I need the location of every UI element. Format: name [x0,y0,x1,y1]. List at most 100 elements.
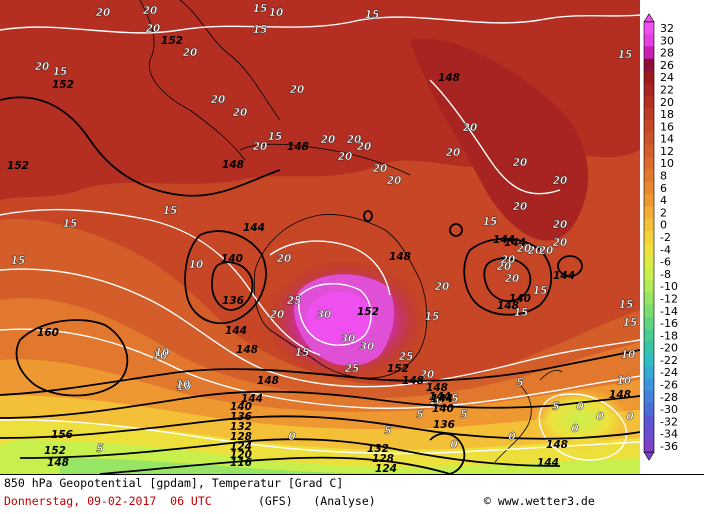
legend-arrow-down-icon [643,451,655,461]
geopotential-contour-label: 148 [426,382,448,394]
isotherm-contour-label: 15 [483,216,498,228]
isotherm-lines [0,14,640,461]
geopotential-contour-label: 136 [433,419,455,431]
isotherm-contour-label: 30 [360,341,375,353]
legend-swatch [644,120,654,134]
isotherm-contour-label: 5 [552,401,559,413]
legend-swatch [644,427,654,441]
legend-swatch [644,341,654,355]
legend-arrow-up-icon [643,13,655,23]
isotherm-contour-label: 20 [463,122,478,134]
isotherm-contour-label: 15 [365,9,380,21]
isotherm-contour-label: 0 [508,431,515,443]
isotherm-contour-label: 5 [384,425,391,437]
geopotential-contour-label: 136 [222,295,244,307]
legend-value: 22 [660,83,674,96]
legend-value: 24 [660,71,674,84]
isotherm-contour-label: 30 [341,333,356,345]
isotherm-contour-label: 5 [460,409,467,421]
isotherm-contour-label: 0 [576,401,583,413]
geopotential-contour-label: 152 [44,445,66,457]
geopotential-contour-label: 148 [609,389,631,401]
legend-swatch [644,218,654,232]
legend-swatch [644,304,654,318]
geopotential-contour-label: 148 [546,439,568,451]
geopotential-contour-label: 144 [429,391,451,403]
geopotential-contour-label: 152 [387,363,409,375]
geopotential-contour-label: 140 [432,403,454,415]
legend-swatch [644,353,654,367]
geopotential-contour-label: 132 [367,443,389,455]
legend-value: 0 [660,219,667,232]
geopotential-contour-label: 148 [47,457,69,469]
isotherm-contour-label: 0 [571,423,578,435]
isotherm-contour-label: 30 [317,309,332,321]
geopotential-contour-label: 144 [225,325,247,337]
isotherm-contour-label: 5 [451,393,458,405]
isotherm-contour-label: 15 [53,66,68,78]
isotherm-contour-label: 20 [513,157,528,169]
isotherm-contour-label: 20 [501,254,516,266]
isotherm-contour-label: 10 [155,347,170,359]
legend-swatch [644,243,654,257]
legend-value: -22 [660,354,678,367]
legend-value: -4 [660,243,671,256]
legend-value: -26 [660,379,678,392]
isotherm-contour-label: 15 [11,255,26,267]
isotherm-contour-label: 0 [596,411,603,423]
legend-swatch [644,402,654,416]
isotherm-contour-label: 25 [399,351,414,363]
legend-swatch [644,95,654,109]
legend-value: 14 [660,133,674,146]
legend-swatch [644,58,654,72]
legend-swatch [644,181,654,195]
isotherm-contour-label: 20 [505,273,520,285]
legend-value: -12 [660,292,678,305]
legend-swatch [644,34,654,48]
geopotential-contour-label: 144 [431,393,453,405]
geopotential-contour-label: 148 [497,300,519,312]
isotherm-contour-label: 20 [270,309,285,321]
isotherm-contour-label: 10 [153,350,168,362]
legend-swatch [644,193,654,207]
geopotential-contour-label: 140 [221,253,243,265]
geopotential-contour-label: 148 [236,344,258,356]
legend-value: -2 [660,231,671,244]
legend-value: -18 [660,329,678,342]
isotherm-contour-label: 15 [295,347,310,359]
isotherm-contour-label: 20 [35,61,50,73]
geopotential-contour-label: 124 [230,441,252,453]
isotherm-contour-label: 20 [233,107,248,119]
isotherm-contour-label: 20 [146,23,161,35]
legend-value: -16 [660,317,678,330]
isotherm-contour-label: 20 [253,141,268,153]
isotherm-contour-label: 5 [96,443,103,455]
legend-swatch [644,157,654,170]
isotherm-contour-label: 10 [617,375,632,387]
isotherm-contour-label: 15 [63,218,78,230]
isotherm-contour-label: 20 [338,151,353,163]
isotherm-contour-label: 20 [387,175,402,187]
isotherm-contour-label: 15 [623,317,638,329]
geopotential-contour-label: 152 [357,306,379,318]
color-scale-legend: 32 30 28 26 24 22 20 18 16 14 12 10 8 6 4 2 0 -2 -4 -6 -8 -10… [640,0,704,474]
legend-value: 28 [660,47,674,60]
geopotential-contour-label: 144 [537,457,559,469]
geopotential-contour-label: 128 [230,431,252,443]
isotherm-contour-label: 10 [269,7,284,19]
geopotential-contour-label: 152 [7,160,29,172]
legend-swatch [644,21,654,35]
geopotential-contour-label: 152 [161,35,183,47]
legend-value: 26 [660,59,674,72]
legend-swatch [644,107,654,121]
source-credit: © www.wetter3.de [484,494,595,508]
geopotential-contour-label: 148 [438,72,460,84]
legend-value: -34 [660,428,678,441]
geopotential-contour-label: 140 [509,293,531,305]
coastlines [139,0,563,463]
valid-date: Donnerstag, 09-02-2017 06 UTC [4,494,212,508]
isotherm-contour-label: 0 [450,439,457,451]
isotherm-contour-label: 25 [287,295,302,307]
legend-swatch [644,316,654,330]
